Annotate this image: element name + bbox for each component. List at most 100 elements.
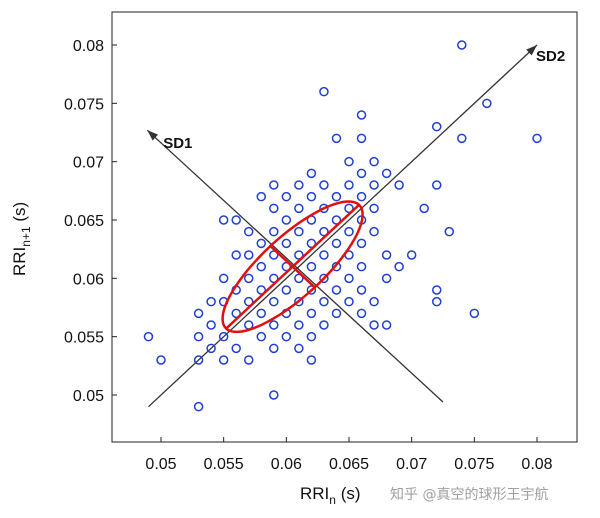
data-point bbox=[356, 308, 367, 319]
data-point bbox=[269, 390, 279, 400]
data-point bbox=[206, 296, 216, 307]
data-point bbox=[381, 273, 392, 284]
sd2-axis-arrowhead bbox=[526, 45, 537, 56]
data-point bbox=[281, 261, 292, 272]
data-point bbox=[356, 191, 367, 202]
watermark: 知乎 @真空的球形王宇航 bbox=[390, 486, 548, 503]
data-point bbox=[469, 308, 480, 319]
data-point bbox=[243, 296, 254, 307]
data-point bbox=[356, 168, 367, 179]
data-point bbox=[231, 250, 241, 260]
data-point bbox=[193, 401, 204, 412]
data-point bbox=[431, 180, 442, 190]
sd1-label: SD1 bbox=[163, 135, 192, 152]
data-point bbox=[269, 180, 279, 190]
data-point bbox=[331, 285, 342, 295]
data-point bbox=[457, 40, 467, 50]
x-tick-label: 0.055 bbox=[204, 456, 244, 473]
x-tick-label: 0.08 bbox=[521, 456, 552, 473]
data-point bbox=[193, 355, 204, 365]
tick-layer: 0.05 0.055 0.06 0.065 0.07 0.075 0.08 0.05 0.055… bbox=[64, 38, 553, 473]
data-point bbox=[269, 273, 279, 284]
data-point bbox=[381, 168, 392, 179]
y-tick-label: 0.08 bbox=[73, 38, 104, 55]
y-tick-label: 0.055 bbox=[64, 330, 104, 347]
data-point bbox=[281, 285, 292, 295]
data-point bbox=[532, 133, 542, 144]
data-point bbox=[306, 308, 317, 319]
sd1-axis-line bbox=[146, 129, 444, 403]
data-point bbox=[306, 331, 317, 342]
data-point bbox=[294, 343, 304, 354]
data-point bbox=[319, 250, 329, 260]
data-point bbox=[218, 273, 229, 284]
data-point bbox=[218, 355, 229, 365]
data-point bbox=[319, 86, 329, 97]
data-point bbox=[369, 180, 379, 190]
data-point bbox=[344, 296, 354, 307]
sd2-label: SD2 bbox=[536, 48, 565, 65]
data-point bbox=[331, 308, 342, 319]
data-point bbox=[356, 285, 367, 295]
x-tick-label: 0.05 bbox=[145, 456, 176, 473]
data-point bbox=[231, 308, 241, 319]
y-tick-label: 0.065 bbox=[64, 213, 104, 230]
x-axis-label-main: RRI bbox=[300, 484, 329, 503]
x-axis-label-sub: n bbox=[329, 493, 336, 507]
data-point bbox=[344, 203, 354, 214]
data-point bbox=[431, 121, 442, 132]
data-point bbox=[381, 320, 392, 330]
data-point bbox=[231, 343, 241, 354]
data-point bbox=[369, 226, 379, 237]
data-point bbox=[306, 238, 317, 249]
data-point bbox=[281, 238, 292, 249]
data-point bbox=[256, 308, 267, 319]
data-point bbox=[444, 226, 455, 237]
y-axis-label-main: RRI bbox=[10, 247, 29, 276]
data-point bbox=[356, 261, 367, 272]
data-point bbox=[319, 180, 329, 190]
data-point bbox=[294, 296, 304, 307]
x-axis-label-unit: (s) bbox=[336, 484, 361, 503]
data-point bbox=[269, 250, 279, 260]
data-point bbox=[394, 180, 404, 190]
data-point bbox=[369, 203, 379, 214]
data-point bbox=[331, 238, 342, 249]
x-tick-label: 0.06 bbox=[271, 456, 302, 473]
data-point bbox=[243, 355, 254, 365]
points-layer bbox=[143, 40, 542, 412]
y-tick-label: 0.06 bbox=[73, 271, 104, 288]
data-point bbox=[243, 250, 254, 260]
x-tick-label: 0.07 bbox=[396, 456, 427, 473]
data-point bbox=[369, 320, 379, 330]
y-axis-label-sub: n+1 bbox=[19, 226, 33, 247]
data-point bbox=[294, 320, 304, 330]
data-point bbox=[394, 261, 404, 272]
sd-axes-layer bbox=[146, 44, 538, 408]
data-point bbox=[193, 331, 204, 342]
data-point bbox=[294, 180, 304, 190]
sd1-axis-arrowhead bbox=[147, 130, 159, 141]
ellipse-layer bbox=[221, 200, 364, 334]
data-point bbox=[431, 285, 442, 295]
data-point bbox=[231, 215, 241, 225]
data-point bbox=[281, 331, 292, 342]
data-point bbox=[269, 320, 279, 330]
data-point bbox=[269, 226, 279, 237]
data-point bbox=[193, 308, 204, 319]
y-tick-label: 0.07 bbox=[73, 155, 104, 172]
data-point bbox=[156, 355, 166, 365]
data-point bbox=[206, 343, 216, 354]
data-point bbox=[218, 331, 229, 342]
data-point bbox=[243, 273, 254, 284]
data-point bbox=[306, 355, 317, 365]
y-axis-label: RRIn+1 (s) bbox=[10, 202, 33, 276]
data-point bbox=[256, 238, 267, 249]
data-point bbox=[319, 296, 329, 307]
data-point bbox=[356, 238, 367, 249]
data-point bbox=[331, 191, 342, 202]
data-point bbox=[294, 250, 304, 260]
data-point bbox=[281, 215, 292, 225]
data-point bbox=[319, 203, 329, 214]
